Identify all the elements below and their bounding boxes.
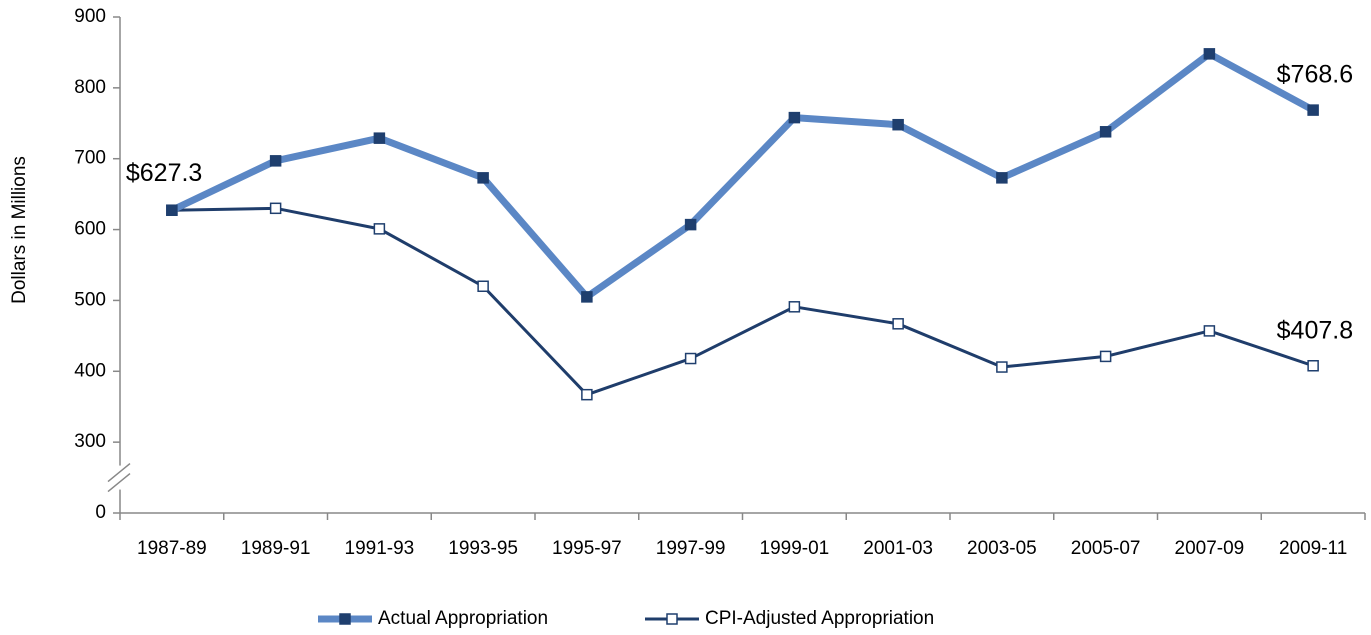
x-tick-label: 2007-09: [1175, 538, 1245, 559]
legend-label: CPI-Adjusted Appropriation: [705, 608, 934, 629]
y-axis-label: Dollars in Millions: [9, 156, 30, 304]
point-marker: [581, 291, 593, 303]
y-tick-label: 800: [74, 77, 106, 98]
point-marker: [892, 118, 904, 131]
point-marker: [788, 301, 801, 313]
y-tick-label: 900: [74, 6, 106, 27]
point-marker: [477, 280, 489, 293]
value-label: $627.3: [126, 159, 202, 187]
legend-label: Actual Appropriation: [378, 608, 548, 629]
x-tick-label: 2009-11: [1279, 538, 1347, 559]
point-marker: [1307, 104, 1319, 116]
point-marker: [477, 172, 489, 184]
x-tick-label: 2005-07: [1071, 538, 1141, 559]
point-marker: [373, 132, 386, 144]
x-tick-label: 2003-05: [967, 538, 1037, 559]
legend-marker: [339, 613, 351, 625]
point-marker: [1099, 350, 1112, 363]
point-marker: [892, 318, 904, 330]
x-tick-label: 1993-95: [448, 538, 518, 559]
series-line: [171, 206, 1314, 397]
y-tick-label: 300: [74, 431, 106, 452]
point-marker: [1099, 126, 1112, 138]
x-tick-label: 1991-93: [345, 538, 415, 559]
point-marker: [581, 388, 593, 401]
point-marker: [684, 218, 697, 231]
legend-marker: [666, 613, 678, 625]
point-marker: [684, 352, 697, 365]
y-tick-label: 400: [74, 360, 106, 381]
point-marker: [1203, 48, 1216, 60]
x-tick-label: 1997-99: [656, 538, 726, 559]
axis-break-gap: [110, 465, 130, 490]
point-marker: [373, 223, 386, 235]
point-marker: [1203, 325, 1216, 337]
point-marker: [1307, 360, 1319, 372]
x-tick-label: 1987-89: [137, 538, 207, 559]
y-tick-label: 700: [74, 148, 106, 169]
y-tick-label: 500: [74, 289, 106, 310]
point-marker: [788, 111, 801, 124]
x-tick-label: 2001-03: [863, 538, 933, 559]
x-tick-label: 1999-01: [760, 538, 830, 559]
x-tick-label: 1995-97: [552, 538, 622, 559]
point-marker: [269, 155, 282, 167]
series-line: [170, 50, 1315, 301]
point-marker: [269, 202, 282, 215]
value-label: $407.8: [1277, 316, 1353, 344]
point-marker: [996, 172, 1008, 184]
y-tick-label: 0: [95, 502, 106, 523]
axis-break: [107, 462, 131, 493]
y-tick-label: 600: [74, 219, 106, 240]
x-tick-label: 1989-91: [241, 538, 311, 559]
value-label: $768.6: [1277, 61, 1353, 89]
point-marker: [996, 361, 1008, 373]
point-marker: [166, 204, 178, 216]
